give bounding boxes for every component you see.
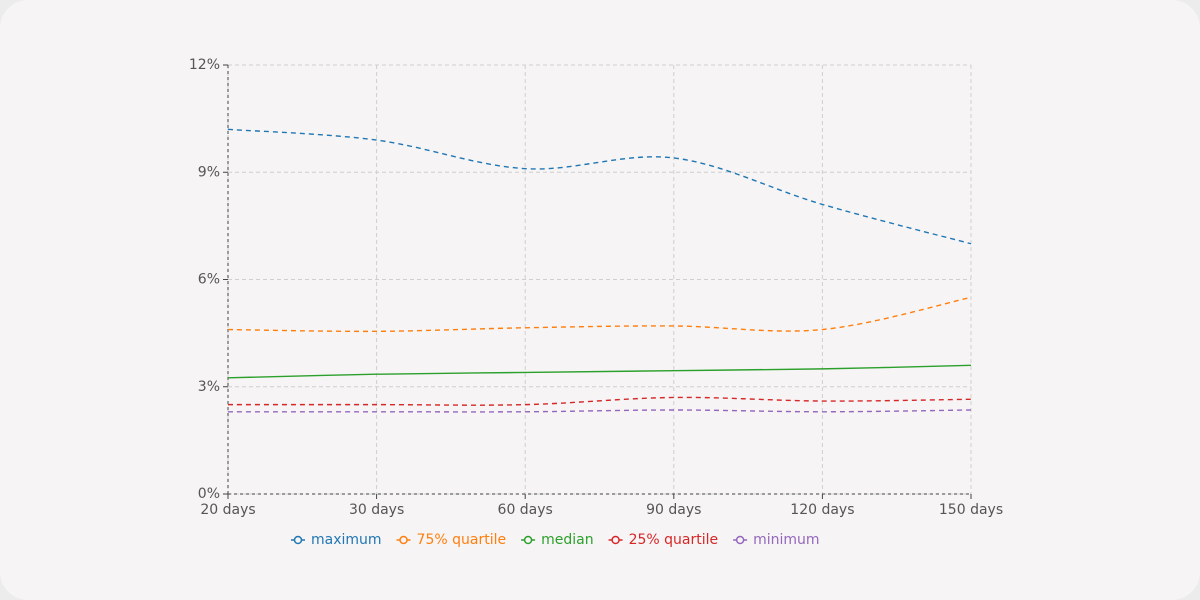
x-tick-label: 60 days	[498, 502, 553, 518]
series-line	[227, 296, 972, 333]
x-tick-label: 30 days	[349, 502, 404, 518]
x-tick-label: 150 days	[939, 502, 1003, 518]
x-tick-label: 120 days	[790, 502, 854, 518]
legend-label: median	[541, 532, 593, 548]
y-tick-label: 3%	[198, 379, 220, 395]
legend-label: maximum	[311, 532, 382, 548]
series-line	[228, 396, 972, 406]
legend-label: minimum	[753, 532, 819, 548]
series-line	[227, 364, 972, 379]
legend-icon	[735, 535, 745, 545]
x-tick-label: 90 days	[646, 502, 701, 518]
y-tick-label: 6%	[198, 272, 220, 288]
legend-icon	[293, 535, 303, 545]
series-line	[228, 409, 972, 413]
y-tick-label: 9%	[198, 164, 220, 180]
y-tick-label: 12%	[189, 57, 220, 73]
legend-icon	[523, 535, 533, 545]
legend-icon	[611, 535, 620, 545]
legend-label: 75% quartile	[417, 532, 507, 548]
x-tick-label: 20 days	[200, 502, 255, 518]
y-tick-label: 0%	[198, 486, 220, 502]
series-line	[227, 128, 972, 245]
legend-label: 25% quartile	[629, 532, 719, 548]
legend-icon	[399, 535, 408, 545]
